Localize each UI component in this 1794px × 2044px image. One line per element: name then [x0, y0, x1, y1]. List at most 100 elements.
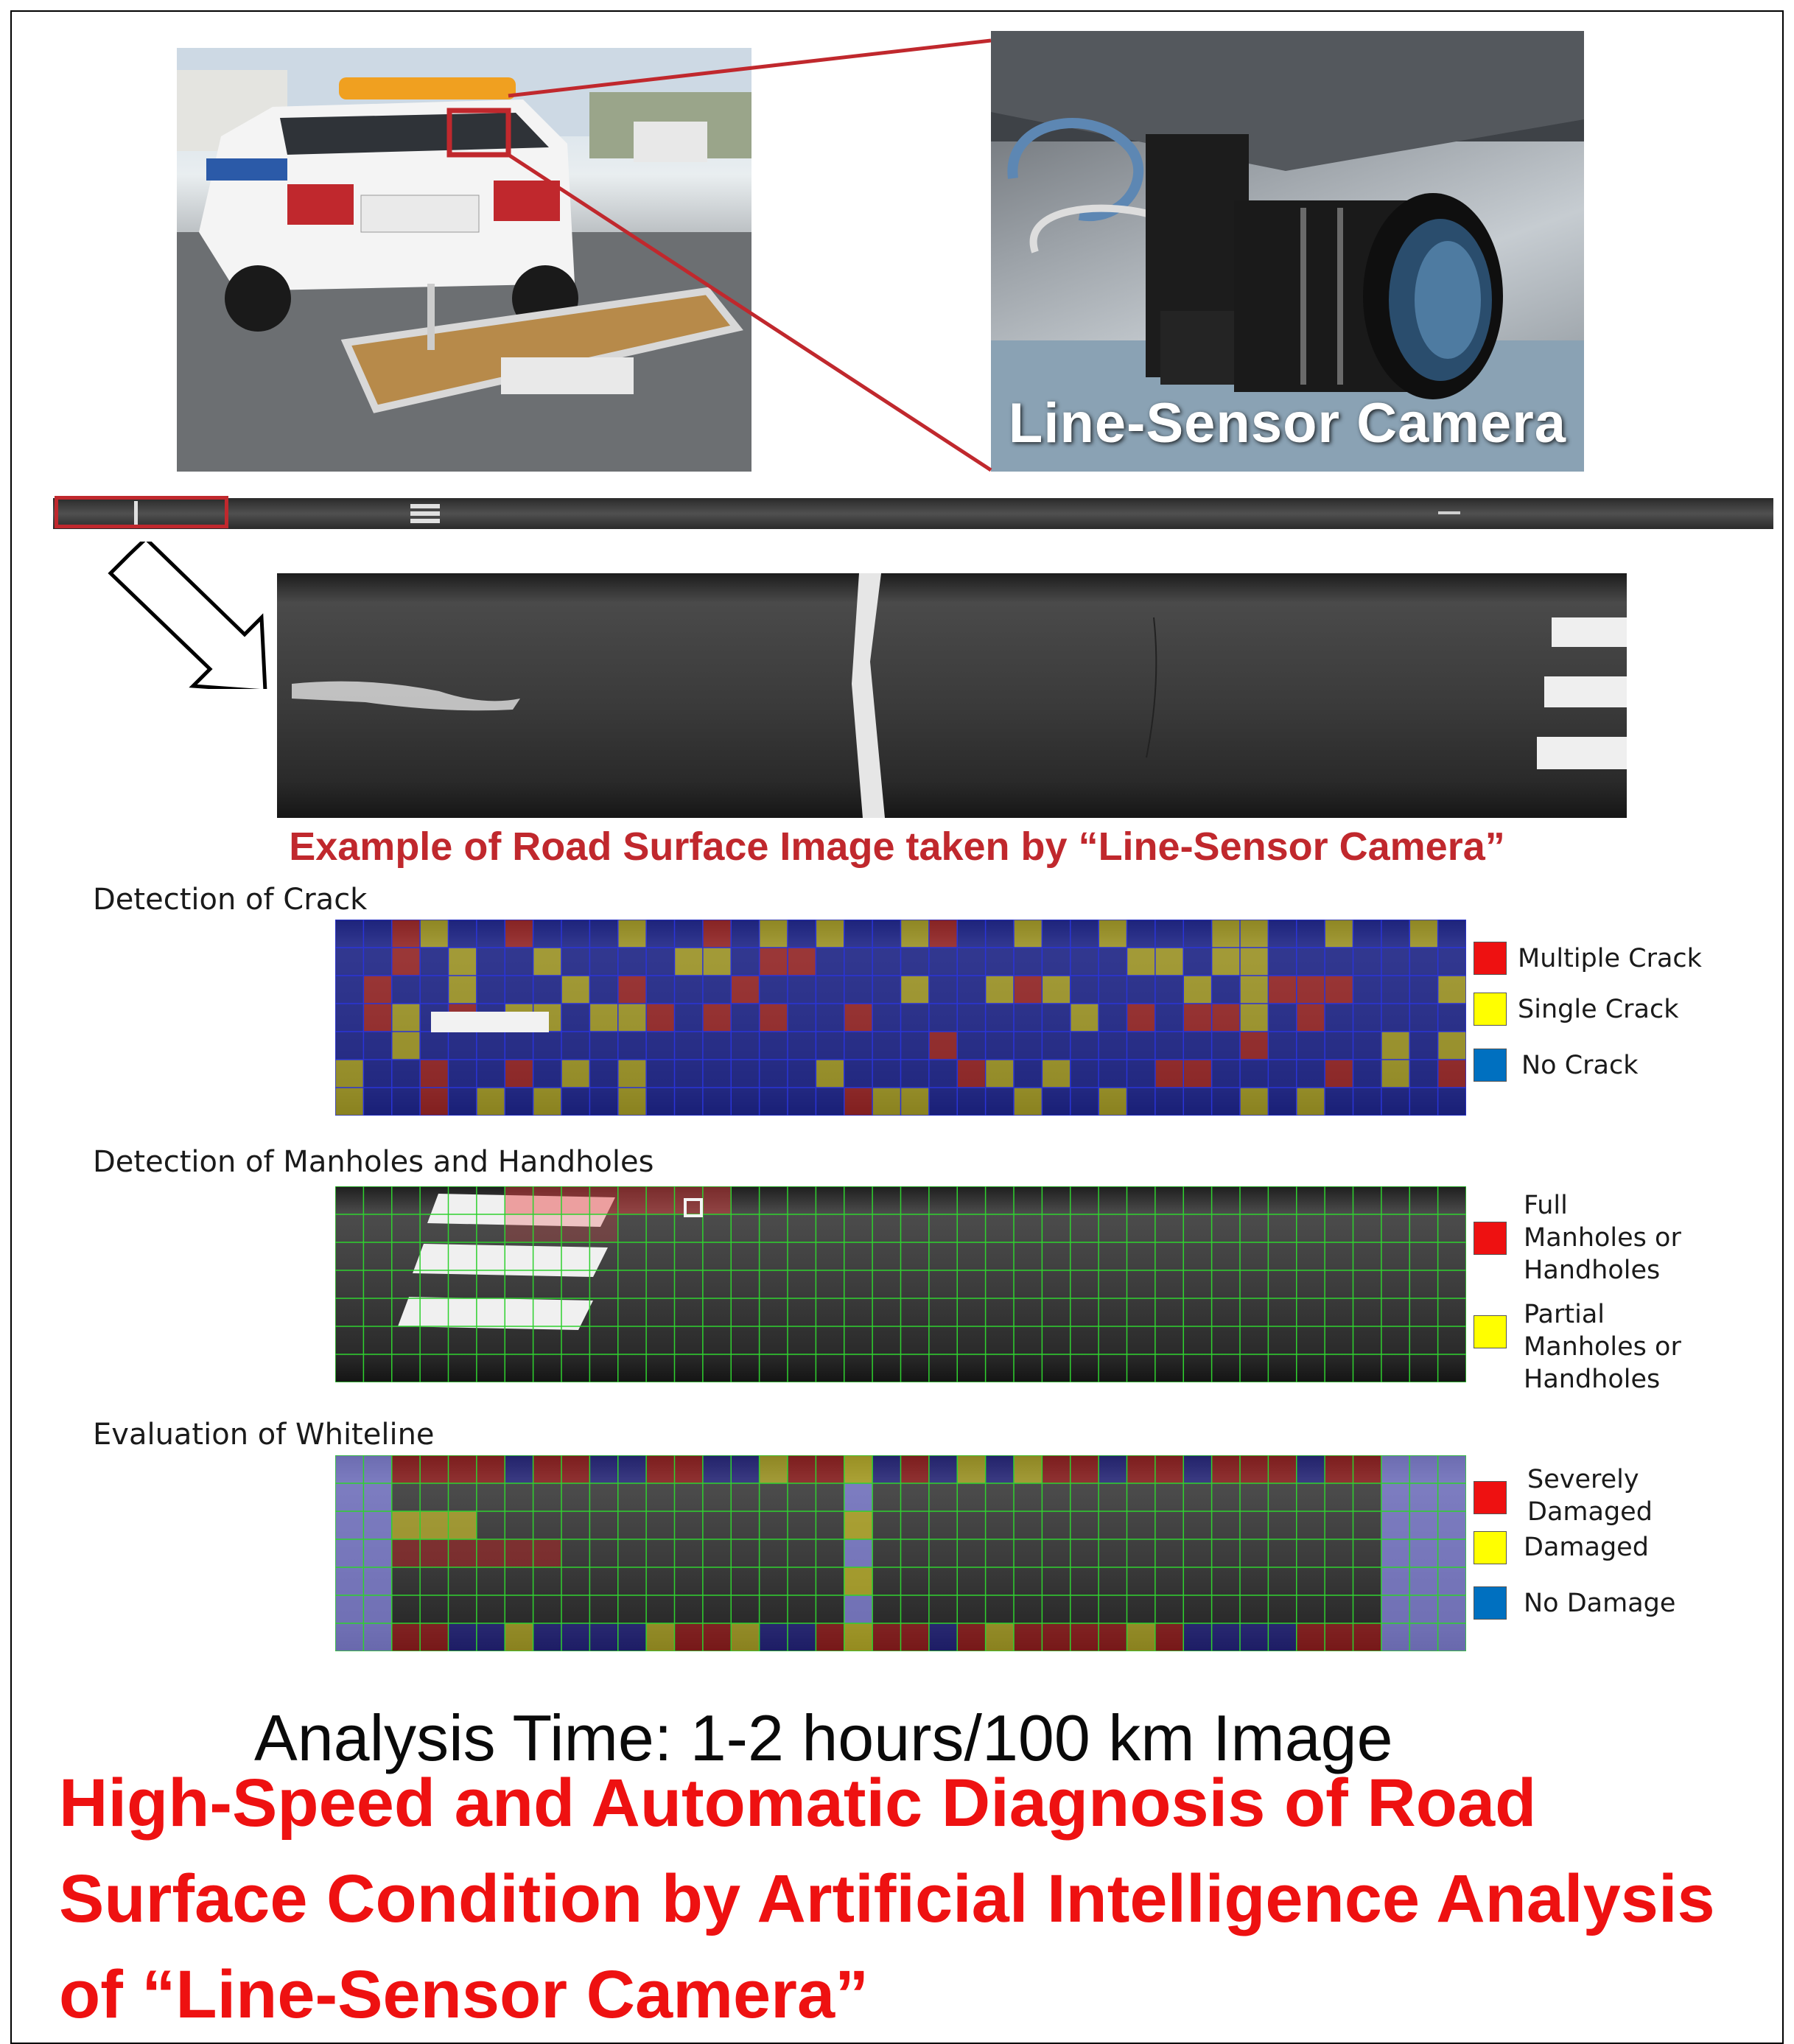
crack-grid-cell	[985, 948, 1014, 976]
crack-grid-cell	[1042, 948, 1071, 976]
crack-grid-cell	[646, 1088, 675, 1116]
whiteline-grid-cell	[816, 1623, 844, 1651]
whiteline-grid-cell	[617, 1623, 647, 1651]
crack-grid-cell	[1014, 1004, 1043, 1032]
crack-grid-cell	[759, 920, 788, 948]
crack-grid-cell	[1070, 1032, 1099, 1060]
whiteline-grid-cell	[335, 1539, 364, 1567]
crack-grid-cell	[1126, 1088, 1155, 1116]
crack-grid-cell	[363, 976, 392, 1004]
whiteline-grid-cell	[1042, 1455, 1071, 1483]
crack-grid-cell	[1211, 1004, 1240, 1032]
whiteline-grid-cell	[1409, 1483, 1438, 1511]
survey-vehicle-icon	[177, 48, 751, 472]
crack-grid-cell	[1126, 948, 1155, 976]
crack-grid-cell	[391, 1088, 421, 1116]
whiteline-grid-cell	[363, 1595, 392, 1623]
manhole-grid-cell	[589, 1214, 618, 1242]
crack-grid-cell	[391, 948, 421, 976]
whiteline-grid-cell	[448, 1511, 477, 1539]
crack-grid-cell	[1070, 1088, 1099, 1116]
crack-grid-cell	[957, 976, 986, 1004]
whiteline-grid-cell	[844, 1511, 873, 1539]
whiteline-grid-cell	[646, 1455, 675, 1483]
crack-grid-cell	[1437, 1032, 1466, 1060]
crack-grid-cell	[391, 1004, 421, 1032]
crack-grid-cell	[985, 1032, 1014, 1060]
crack-grid-cell	[1353, 920, 1381, 948]
whiteline-grid-cell	[844, 1567, 873, 1595]
crack-grid-cell	[391, 1060, 421, 1088]
crack-grid-cell	[759, 1088, 788, 1116]
crack-grid-cell	[1437, 948, 1466, 976]
whiteline-grid-cell	[533, 1623, 561, 1651]
crack-grid-cell	[589, 1004, 618, 1032]
crack-grid-cell	[788, 1032, 816, 1060]
manhole-detection-grid	[335, 1186, 1466, 1382]
crack-grid-cell	[589, 976, 618, 1004]
whiteline-grid-cell	[1437, 1595, 1466, 1623]
legend-damaged-swatch	[1474, 1531, 1507, 1564]
crack-grid-cell	[646, 1004, 675, 1032]
crack-grid-cell	[1268, 1060, 1297, 1088]
crack-grid-cell	[816, 948, 844, 976]
crack-grid-cell	[1211, 1088, 1240, 1116]
crack-grid-cell	[788, 1060, 816, 1088]
whiteline-grid-cell	[420, 1511, 449, 1539]
crack-grid-cell	[505, 920, 533, 948]
crack-grid-cell	[561, 1060, 590, 1088]
whiteline-grid-cell	[1183, 1623, 1212, 1651]
crack-grid-cell	[1268, 948, 1297, 976]
crack-grid-cell	[788, 1004, 816, 1032]
crack-grid-cell	[957, 1004, 986, 1032]
crack-grid-cell	[1240, 1088, 1269, 1116]
crack-grid-cell	[1240, 1004, 1269, 1032]
whiteline-grid-cell	[1437, 1567, 1466, 1595]
crack-grid-cell	[646, 920, 675, 948]
crack-grid-cell	[788, 920, 816, 948]
crack-grid-cell	[816, 976, 844, 1004]
crack-grid-cell	[759, 1032, 788, 1060]
crack-grid-cell	[363, 948, 392, 976]
crack-grid-cell	[420, 948, 449, 976]
whiteline-grid-cell	[1381, 1511, 1410, 1539]
crack-grid-cell	[900, 948, 929, 976]
crack-grid-cell	[1099, 948, 1127, 976]
crack-grid-cell	[589, 920, 618, 948]
crack-grid-cell	[1296, 948, 1325, 976]
legend-no-crack-label: No Crack	[1521, 1051, 1639, 1080]
crack-grid-cell	[1154, 976, 1184, 1004]
crack-grid-cell	[702, 1004, 732, 1032]
crack-grid-cell	[448, 1032, 477, 1060]
handhole-mark	[684, 1198, 703, 1217]
manhole-grid-cell	[702, 1186, 732, 1214]
crack-grid-cell	[928, 1032, 958, 1060]
whiteline-grid-cell	[928, 1623, 958, 1651]
crack-grid-cell	[1211, 976, 1240, 1004]
crack-grid-cell	[1042, 920, 1071, 948]
crack-grid-cell	[731, 1032, 760, 1060]
crack-grid-cell	[759, 976, 788, 1004]
crack-grid-cell	[844, 948, 873, 976]
crack-grid-cell	[1409, 1060, 1438, 1088]
crack-grid-cell	[844, 1088, 873, 1116]
whiteline-grid-cell	[788, 1455, 816, 1483]
legend-damaged-label: Damaged	[1524, 1533, 1649, 1562]
crack-grid-cell	[420, 1032, 449, 1060]
crack-grid-cell	[335, 1032, 364, 1060]
line-sensor-camera-photo: Line-Sensor Camera	[991, 31, 1584, 472]
crack-grid-cell	[900, 1032, 929, 1060]
crack-grid-cell	[844, 920, 873, 948]
whiteline-grid-cell	[1409, 1623, 1438, 1651]
crack-grid-cell	[533, 1088, 561, 1116]
legend-severely-damaged-swatch	[1474, 1481, 1507, 1514]
whiteline-grid-cell	[335, 1623, 364, 1651]
crack-grid-cell	[1353, 1004, 1381, 1032]
manhole-grid-cell	[505, 1186, 533, 1214]
crack-grid-cell	[731, 976, 760, 1004]
crack-grid-cell	[589, 1060, 618, 1088]
crack-grid-cell	[335, 1060, 364, 1088]
whiteline-grid-cell	[1353, 1455, 1381, 1483]
whiteline-grid-cell	[391, 1623, 421, 1651]
legend-partial-manholes-label: Partial Manholes or Handholes	[1524, 1300, 1681, 1394]
